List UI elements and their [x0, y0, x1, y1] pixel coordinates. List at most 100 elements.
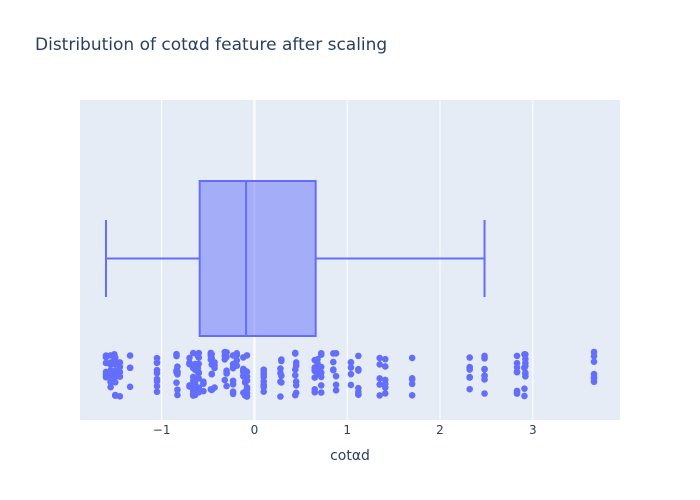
data-point [211, 384, 218, 391]
data-point [481, 376, 488, 383]
x-axis-title: cotαd [330, 448, 370, 464]
data-point [211, 362, 218, 369]
data-point [590, 370, 598, 378]
data-point [174, 363, 181, 370]
data-point [229, 388, 237, 395]
data-point [522, 351, 529, 358]
data-point [376, 392, 383, 399]
data-point [466, 374, 473, 381]
x-tick-label: 3 [529, 423, 537, 437]
data-point [381, 380, 389, 388]
data-point [195, 375, 203, 382]
x-tick-label: −1 [153, 423, 171, 437]
data-point [233, 357, 241, 364]
data-point [126, 364, 134, 372]
data-point [481, 355, 488, 362]
data-point [243, 368, 251, 376]
data-point [200, 387, 207, 395]
data-point [521, 385, 528, 392]
data-point [347, 381, 355, 389]
data-point [376, 361, 383, 368]
data-point [195, 369, 203, 377]
data-point [329, 358, 337, 366]
data-point [186, 354, 193, 362]
data-point [223, 382, 230, 390]
data-point [173, 350, 180, 358]
data-point [260, 388, 268, 396]
data-point [513, 388, 521, 396]
data-point [355, 391, 362, 398]
data-point [174, 391, 181, 399]
data-point [208, 351, 216, 358]
data-point [229, 377, 237, 385]
data-point [332, 381, 340, 389]
data-point [208, 370, 216, 378]
data-point [521, 392, 528, 400]
data-point [195, 360, 203, 368]
data-point [347, 359, 355, 366]
data-point [376, 354, 383, 362]
data-point [590, 358, 598, 365]
data-point [233, 350, 241, 357]
data-point [329, 366, 337, 373]
data-point [243, 393, 251, 400]
data-point [466, 366, 473, 373]
data-point [126, 383, 134, 391]
data-point [381, 363, 389, 370]
data-point [173, 379, 180, 386]
data-point [195, 354, 203, 361]
data-point [317, 389, 325, 396]
data-point [260, 381, 268, 388]
data-point [195, 384, 203, 391]
x-tick-label: 0 [251, 423, 259, 437]
data-point [107, 378, 114, 386]
data-point [381, 355, 389, 363]
data-point [153, 378, 161, 385]
data-point [513, 359, 521, 367]
data-point [102, 352, 110, 359]
data-point [116, 393, 124, 400]
data-point [466, 354, 473, 361]
data-point [355, 352, 362, 360]
data-point [278, 357, 285, 365]
data-point [355, 384, 362, 392]
data-point [243, 377, 251, 384]
data-point [116, 368, 124, 376]
data-point [200, 378, 207, 386]
data-point [116, 373, 124, 380]
data-point [111, 378, 119, 386]
data-points [102, 348, 598, 400]
data-point [221, 376, 229, 384]
data-point [332, 386, 340, 394]
data-point [317, 351, 325, 359]
data-point [347, 370, 355, 378]
data-point [111, 373, 119, 381]
data-point [408, 376, 416, 383]
data-point [233, 362, 241, 369]
data-point [332, 350, 340, 357]
data-point [481, 390, 488, 397]
x-tick-label: 2 [436, 423, 444, 437]
data-point [522, 359, 529, 367]
data-point [481, 365, 488, 373]
data-point [260, 368, 268, 376]
data-point [381, 390, 389, 397]
data-point [590, 348, 598, 356]
data-point [243, 386, 251, 393]
x-tick-label: 1 [343, 423, 351, 437]
data-point [223, 353, 230, 361]
data-point [153, 354, 161, 362]
iqr-box [198, 180, 317, 337]
data-point [590, 378, 598, 386]
data-point [291, 371, 299, 379]
data-point [278, 379, 285, 386]
data-point [223, 349, 230, 356]
data-point [292, 381, 300, 389]
data-point [332, 372, 340, 380]
data-point [408, 391, 416, 399]
data-point [153, 366, 161, 374]
data-point [174, 386, 181, 394]
data-point [347, 364, 355, 371]
data-point [376, 375, 383, 382]
